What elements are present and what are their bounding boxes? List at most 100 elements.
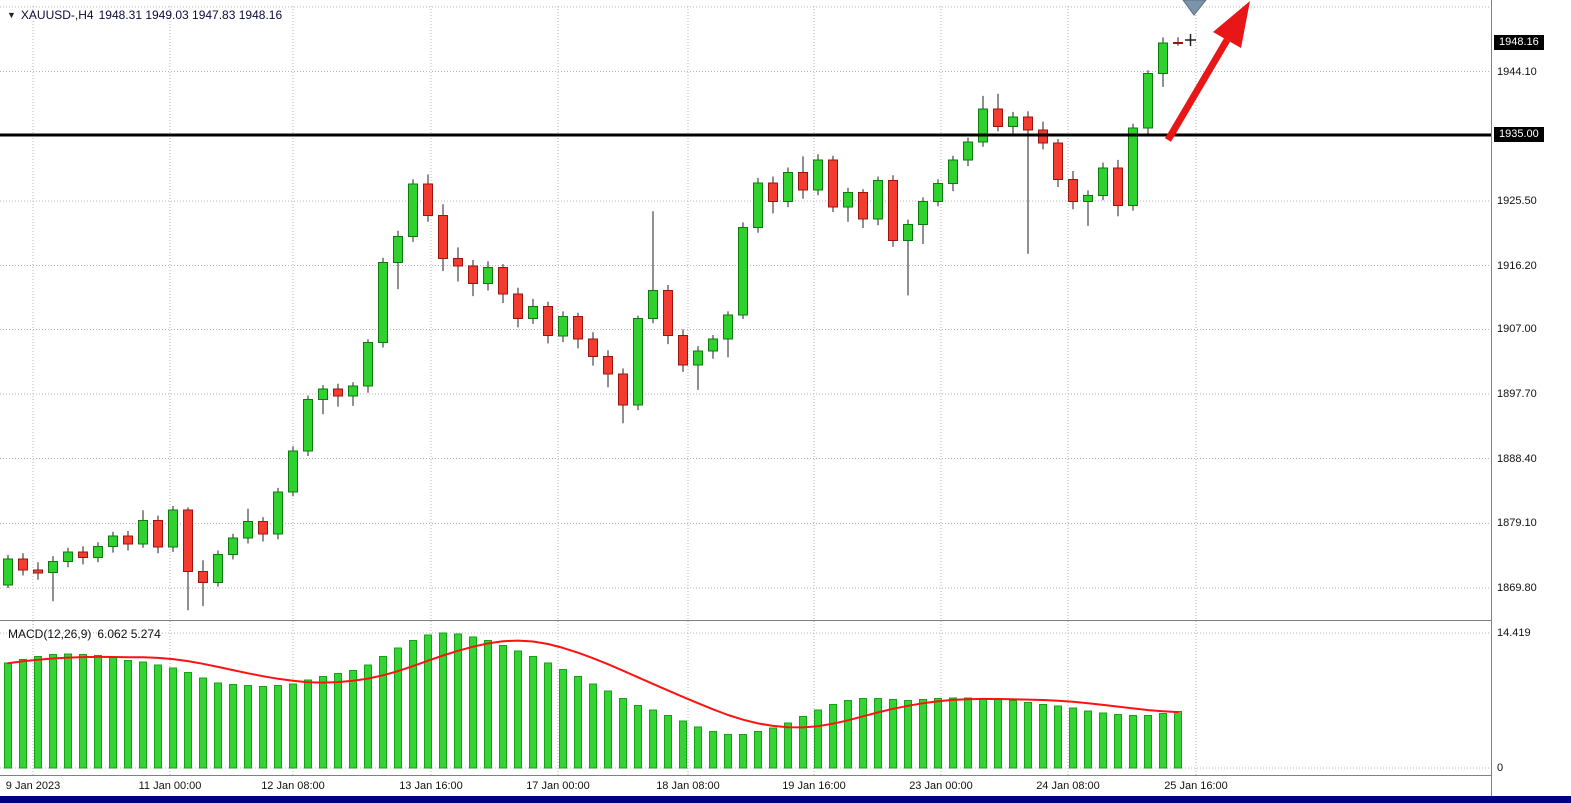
macd-histogram-bar	[664, 715, 672, 769]
candle-bearish	[1113, 167, 1123, 207]
candle-bearish	[1023, 116, 1033, 131]
candle-bearish	[198, 570, 208, 583]
macd-histogram-bar	[214, 682, 222, 769]
macd-histogram-bar	[244, 685, 252, 769]
symbol-title: ▼ XAUUSD-,H4 1948.31 1949.03 1947.83 194…	[7, 8, 282, 22]
trend-arrow-head[interactable]	[1213, 1, 1250, 48]
candle-bearish	[18, 558, 28, 571]
macd-histogram-bar	[19, 658, 27, 769]
time-axis-label: 19 Jan 16:00	[782, 780, 846, 792]
macd-histogram-bar	[979, 698, 987, 769]
macd-histogram-bar	[589, 683, 597, 769]
candle-bearish	[603, 356, 613, 375]
macd-signal-line	[7, 639, 1179, 729]
candle-bullish	[483, 267, 493, 285]
macd-histogram-bar	[784, 722, 792, 769]
candle-bearish	[33, 569, 43, 574]
candle-bullish	[393, 235, 403, 264]
candle-bearish	[438, 215, 448, 260]
price-cross-marker	[1185, 34, 1196, 46]
candle-bearish	[618, 373, 628, 406]
candle-bearish	[1053, 142, 1063, 180]
macd-histogram-bar	[469, 636, 477, 769]
macd-histogram-bar	[949, 697, 957, 769]
candle-bearish	[453, 258, 463, 267]
macd-histogram-bar	[184, 672, 192, 769]
macd-histogram-bar	[754, 731, 762, 769]
macd-histogram-bar	[724, 733, 732, 769]
candle-bullish	[693, 350, 703, 366]
macd-histogram-bar	[64, 653, 72, 769]
candle-bullish	[1128, 127, 1138, 207]
candle-bullish	[948, 159, 958, 184]
candle-bearish	[858, 192, 868, 220]
macd-histogram-bar	[649, 709, 657, 769]
candle-bearish	[123, 535, 133, 545]
candle-bullish	[933, 183, 943, 203]
candle-bullish	[408, 183, 418, 237]
macd-histogram-bar	[364, 664, 372, 769]
macd-histogram-bar	[94, 655, 102, 769]
macd-histogram-bar	[904, 700, 912, 769]
macd-histogram-bar	[199, 677, 207, 769]
trend-arrow-shaft[interactable]	[1164, 38, 1231, 142]
time-axis-label: 11 Jan 00:00	[138, 780, 202, 792]
macd-histogram-bar	[154, 664, 162, 769]
price-chart-canvas[interactable]	[0, 0, 1491, 775]
candle-bullish	[1158, 42, 1168, 75]
macd-histogram-bar	[259, 686, 267, 769]
price-axis-label: 1888.40	[1497, 452, 1537, 465]
macd-histogram-bar	[1159, 713, 1167, 769]
macd-histogram-bar	[1069, 707, 1077, 769]
macd-histogram-bar	[139, 661, 147, 769]
macd-histogram-bar	[874, 698, 882, 769]
candle-bullish	[558, 315, 568, 337]
candle-bearish	[828, 159, 838, 208]
candle-bullish	[873, 180, 883, 220]
macd-histogram-bar	[559, 669, 567, 769]
candle-bullish	[1083, 194, 1093, 203]
horizontal-line-1935[interactable]	[0, 133, 1491, 137]
time-axis-label: 24 Jan 08:00	[1036, 780, 1100, 792]
candle-bullish	[168, 509, 178, 548]
macd-histogram-bar	[1009, 700, 1017, 769]
price-axis-label: 1925.50	[1497, 194, 1537, 207]
candle-bearish	[153, 520, 163, 548]
macd-histogram-bar	[1039, 703, 1047, 769]
candle-bullish	[378, 262, 388, 344]
candle-bullish	[93, 545, 103, 558]
macd-histogram-bar	[529, 656, 537, 769]
macd-histogram-bar	[889, 699, 897, 769]
candle-bearish	[573, 315, 583, 340]
macd-histogram-bar	[739, 733, 747, 769]
candle-bullish	[48, 561, 58, 574]
macd-histogram-bar	[619, 698, 627, 769]
candle-bearish	[543, 306, 553, 337]
time-axis-label: 9 Jan 2023	[5, 780, 61, 792]
time-axis[interactable]: 9 Jan 2023 11 Jan 00:00 12 Jan 08:00 13 Jan…	[0, 775, 1491, 796]
candle-bullish	[243, 520, 253, 539]
price-axis-label: 1944.10	[1497, 65, 1537, 78]
macd-histogram-bar	[709, 731, 717, 769]
macd-values: 6.062 5.274	[97, 627, 161, 641]
macd-axis-label: 14.419	[1497, 627, 1531, 640]
candle-bullish	[288, 450, 298, 493]
candle-bullish	[363, 342, 373, 387]
macd-histogram-bar	[1174, 710, 1182, 769]
macd-histogram-bar	[829, 703, 837, 769]
time-axis-label: 17 Jan 00:00	[526, 780, 590, 792]
macd-histogram-bar	[1129, 715, 1137, 769]
candle-bullish	[978, 108, 988, 143]
candle-bullish	[1008, 116, 1018, 128]
macd-histogram-bar	[274, 685, 282, 769]
candle-bearish	[1038, 129, 1048, 144]
candle-bearish	[1068, 178, 1078, 203]
macd-histogram-bar	[634, 704, 642, 769]
candle-bullish	[1098, 167, 1108, 196]
macd-histogram-bar	[604, 690, 612, 769]
candle-bullish	[963, 141, 973, 161]
price-axis[interactable]: 1944.10 1925.50 1916.20 1907.00 1897.70 1888.…	[1491, 0, 1571, 796]
candle-bullish	[273, 491, 283, 535]
candle-bullish	[633, 317, 643, 406]
